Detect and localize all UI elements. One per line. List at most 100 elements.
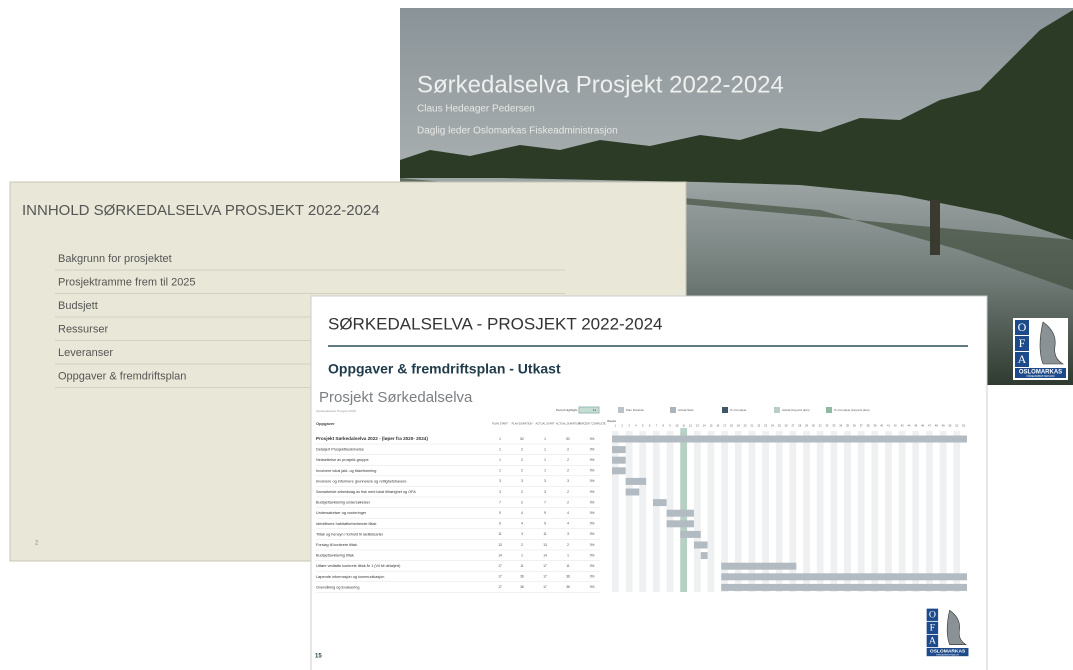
- legend-label: Actual Start: [678, 408, 694, 412]
- task-plan-duration: 36: [520, 575, 524, 579]
- contents-item: Prosjektramme frem til 2025: [58, 276, 196, 288]
- week-column: [960, 431, 967, 592]
- page-number: 15: [315, 654, 322, 660]
- logo-letter: O: [1018, 320, 1027, 334]
- task-plan-duration: 36: [520, 585, 524, 589]
- legend-swatch: [722, 407, 728, 413]
- task-actual-duration: 2: [567, 543, 569, 547]
- task-percent: 0%: [590, 500, 595, 504]
- task-actual-start: 1: [544, 447, 546, 451]
- week-column: [912, 431, 919, 592]
- task-plan-duration: 2: [521, 458, 523, 462]
- week-column: [810, 431, 817, 592]
- week-column: [919, 431, 926, 592]
- column-header: PLAN START: [492, 422, 508, 426]
- task-name: Budsjettavklaring undersøkelser: [316, 501, 371, 505]
- note: (Sørkedalselva Prosjekt 2022): [316, 409, 356, 413]
- task-actual-start: 1: [544, 469, 546, 473]
- task-percent: 0%: [590, 543, 595, 547]
- task-name: Nedsettelse av prosjekt-gruppe: [316, 458, 369, 462]
- task-plan-start: 11: [498, 532, 502, 536]
- plan-bar: [694, 542, 708, 549]
- task-percent: 0%: [590, 553, 595, 557]
- task-plan-start: 7: [499, 500, 501, 504]
- task-plan-duration: 2: [521, 469, 523, 473]
- weeks-label: Weeks: [607, 419, 617, 423]
- legend-swatch: [826, 407, 832, 413]
- column-header: PLAN DURATION: [512, 422, 533, 426]
- plan-bar: [612, 436, 967, 443]
- task-actual-start: 9: [544, 522, 546, 526]
- task-name: Identifisere habitatforbedrende tiltak: [316, 522, 376, 526]
- task-name: Involvere lokal jakt- og fiskeforening: [316, 469, 376, 473]
- week-column: [612, 431, 619, 592]
- week-column: [817, 431, 824, 592]
- week-column: [953, 431, 960, 592]
- page: Sørkedalselva Prosjekt 2022-2024 Claus H…: [0, 0, 1073, 670]
- task-name: Detaljert Prosjektbeskrivelse: [316, 448, 364, 452]
- week-column: [947, 431, 954, 592]
- task-name: Løpende informasjon og kommunikasjon: [316, 575, 384, 579]
- task-plan-duration: 4: [521, 511, 523, 515]
- task-percent: 0%: [590, 585, 595, 589]
- task-plan-duration: 3: [521, 532, 523, 536]
- plan-bar: [680, 531, 700, 538]
- week-column: [851, 431, 858, 592]
- task-plan-start: 1: [499, 437, 501, 441]
- legend-label: % Complete: [730, 408, 747, 412]
- week-column: [858, 431, 865, 592]
- plan-bar: [612, 446, 626, 453]
- task-actual-start: 13: [543, 543, 547, 547]
- week-column: [878, 431, 885, 592]
- week-column: [892, 431, 899, 592]
- task-percent: 0%: [590, 511, 595, 515]
- plan-bar: [721, 573, 967, 580]
- task-actual-duration: 11: [566, 564, 570, 568]
- contents-item: Bakgrunn for prosjektet: [58, 253, 172, 265]
- task-plan-duration: 1: [521, 553, 523, 557]
- project: Prosjekt Sørkedalselva: [319, 389, 473, 406]
- column-header: PERCENT COMPLETE: [578, 422, 606, 426]
- contents-item: Ressurser: [58, 323, 108, 335]
- task-actual-duration: 3: [567, 532, 569, 536]
- task-name: Undersøkelser og vurderinger: [316, 511, 367, 515]
- week-column: [940, 431, 947, 592]
- task-percent: 0%: [590, 532, 595, 536]
- contents-item: Oppgaver & fremdriftsplan: [58, 370, 186, 382]
- task-percent: 0%: [590, 575, 595, 579]
- plan-bar: [721, 563, 796, 570]
- task-plan-start: 3: [499, 490, 501, 494]
- task-name: Tiltak og hensyn i forhold til rødlistea…: [316, 532, 384, 536]
- task-actual-start: 1: [544, 458, 546, 462]
- legend-swatch: [774, 407, 780, 413]
- plan-bar: [612, 457, 626, 464]
- task-actual-start: 7: [544, 500, 546, 504]
- task-percent: 0%: [590, 458, 595, 462]
- task-actual-duration: 2: [567, 500, 569, 504]
- task-percent: 0%: [590, 522, 595, 526]
- task-plan-start: 3: [499, 479, 501, 483]
- task-name: Utføre vedtatte konkrete tiltak år 1 (Vi…: [316, 564, 401, 568]
- week-column: [824, 431, 831, 592]
- week-column: [803, 431, 810, 592]
- task-actual-start: 17: [543, 585, 547, 589]
- logo-sub: FISKEADMINISTRASJON: [1026, 375, 1054, 378]
- legend-swatch: [670, 407, 676, 413]
- plan-bar: [701, 552, 708, 559]
- task-plan-start: 1: [499, 469, 501, 473]
- column-header: ACTUAL START: [535, 422, 555, 426]
- title: Sørkedalselva Prosjekt 2022-2024: [417, 71, 784, 98]
- presenter: Claus Hedeager Pedersen: [417, 104, 535, 115]
- role: Daglig leder Oslomarkas Fiskeadministras…: [417, 126, 618, 137]
- period-value: 11: [593, 408, 596, 412]
- task-name: Involvere og informere grunneiere og ret…: [316, 479, 407, 483]
- week-column: [660, 431, 667, 592]
- task-actual-start: 3: [544, 479, 546, 483]
- task-actual-duration: 52: [566, 437, 570, 441]
- contents-item: Leveranser: [58, 347, 113, 359]
- legend-label: % Complete (beyond plan): [834, 408, 870, 412]
- plan-bar: [626, 478, 646, 485]
- legend-label: Actual (beyond plan): [782, 408, 810, 412]
- week-column: [865, 431, 872, 592]
- task-plan-duration: 2: [521, 500, 523, 504]
